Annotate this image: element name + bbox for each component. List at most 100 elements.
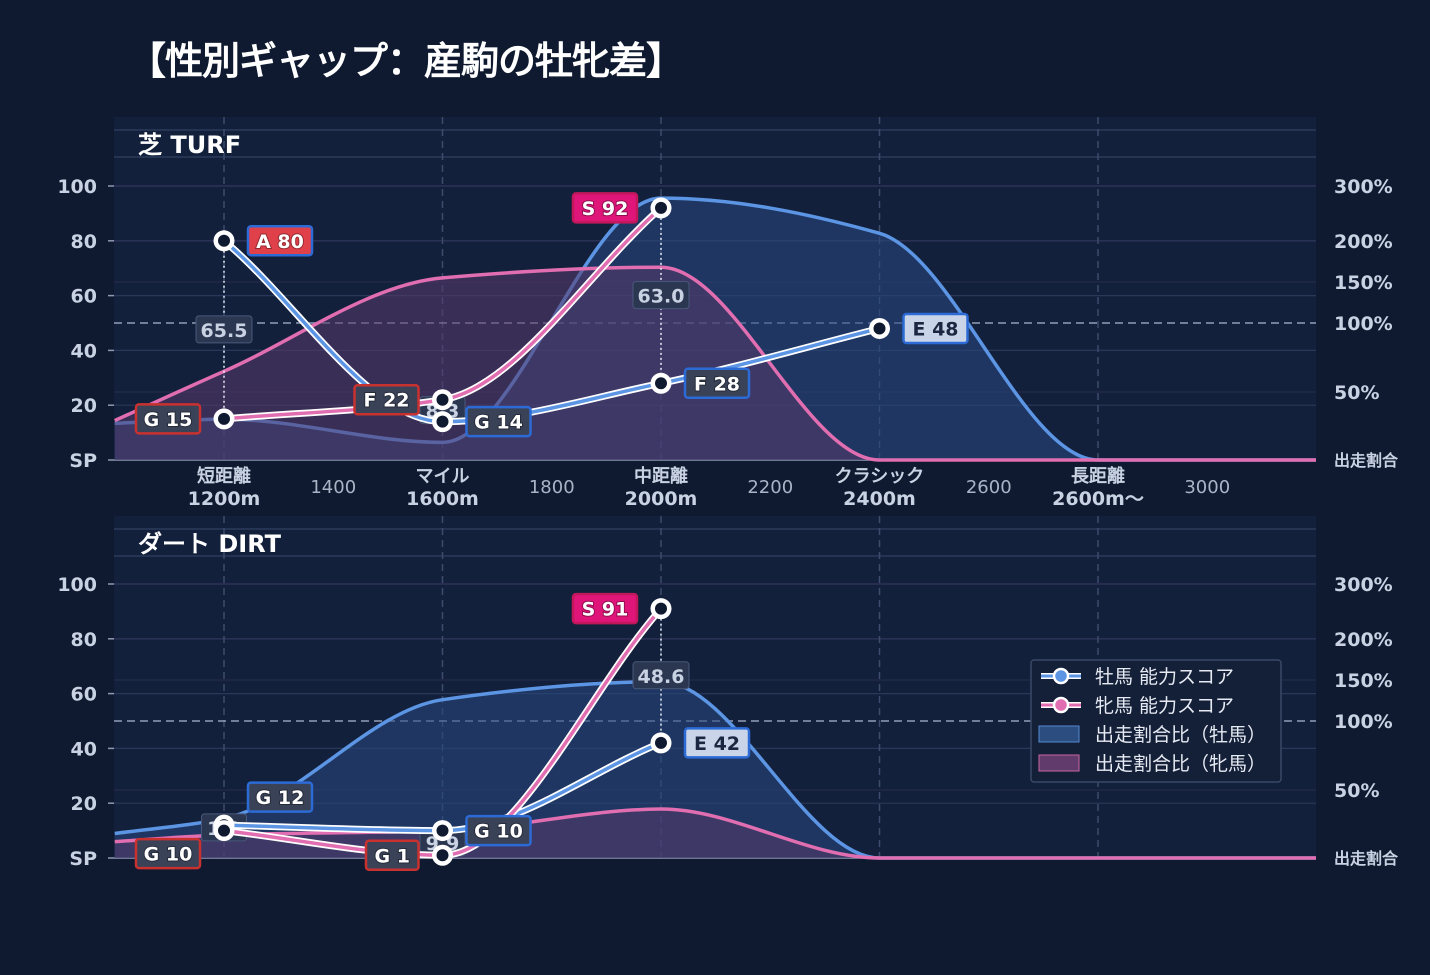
male-share-area <box>114 681 1316 858</box>
x-category-label: 中距離 <box>634 465 688 487</box>
score-badge <box>353 383 420 416</box>
y-tick-label: 60 <box>71 286 97 308</box>
score-badge <box>683 727 751 759</box>
score-badge-label: F 22 <box>363 390 409 412</box>
x-minor-label: 3000 <box>1184 477 1230 498</box>
y2-tick-label: 100% <box>1334 711 1393 733</box>
y-tick-label: 60 <box>71 684 97 706</box>
y2-tick-label: 150% <box>1334 670 1393 692</box>
score-badge-label: G 15 <box>144 409 193 431</box>
y2-tick-label: 150% <box>1334 272 1393 294</box>
female-score-marker-inner <box>436 393 449 406</box>
score-badge <box>902 312 969 345</box>
legend-label: 出走割合比（牝馬） <box>1095 753 1266 775</box>
score-badge <box>246 225 314 257</box>
ratio-label: 63.0 <box>638 286 685 308</box>
x-category-label: 短距離 <box>197 465 251 487</box>
female-score-marker-inner <box>218 412 230 425</box>
x-category-distance: 2600m〜 <box>1052 488 1144 510</box>
score-badge <box>465 405 532 438</box>
ratio-badge <box>632 661 690 690</box>
score-badge <box>364 839 420 872</box>
score-badge-label: G 1 <box>375 845 410 867</box>
y-tick-label: 100 <box>57 176 97 198</box>
y2-tick-label: 200% <box>1334 231 1393 253</box>
legend-box <box>1030 659 1282 783</box>
legend-swatch <box>1038 754 1080 772</box>
male-score-marker-inner <box>436 415 449 428</box>
y2-tick-label: 300% <box>1334 574 1393 596</box>
ratio-label: 48.6 <box>638 666 685 688</box>
score-badge-label: G 14 <box>474 412 523 434</box>
y-tick-label: 20 <box>71 395 97 417</box>
x-category-distance: 2000m <box>625 488 698 510</box>
male-score-line <box>222 239 880 424</box>
score-badge-label: S 92 <box>582 198 629 220</box>
x-category-label: クラシック <box>835 466 925 487</box>
panel-title: ダート DIRT <box>138 530 282 558</box>
x-minor-label: 2600 <box>966 477 1012 498</box>
score-badge-label: E 42 <box>694 733 740 755</box>
x-category-distance: 1200m <box>188 488 261 510</box>
legend-label: 牡馬 能力スコア <box>1095 666 1234 688</box>
score-badge-label: E 48 <box>912 318 958 340</box>
male-score-marker-inner <box>873 322 886 335</box>
score-badge-label: G 12 <box>256 787 305 809</box>
legend-marker <box>1052 667 1070 685</box>
x-minor-label: 1800 <box>529 477 575 498</box>
ratio-badge <box>632 281 690 310</box>
y-tick-label: 20 <box>71 793 97 815</box>
y2-tick-label: 300% <box>1334 176 1393 198</box>
x-minor-label: 1400 <box>310 477 356 498</box>
score-badge <box>246 781 314 813</box>
y-tick-label: SP <box>69 848 97 870</box>
legend-marker <box>1052 696 1070 714</box>
score-badge-label: G 10 <box>144 844 193 866</box>
y-tick-label: 40 <box>71 738 97 760</box>
score-badge <box>571 592 639 625</box>
panel-title: 芝 TURF <box>138 131 241 159</box>
score-badge <box>465 814 532 847</box>
y2-tick-label: 出走割合 <box>1334 451 1399 470</box>
y-tick-label: 80 <box>71 231 97 253</box>
ratio-label: 65.5 <box>201 320 248 342</box>
x-category-label: 長距離 <box>1071 465 1125 487</box>
male-score-marker-inner <box>436 824 449 837</box>
female-score-marker-inner <box>436 849 449 862</box>
score-badge <box>134 403 202 435</box>
y-tick-label: 100 <box>57 574 97 596</box>
y-tick-label: 80 <box>71 629 97 651</box>
legend-label: 出走割合比（牡馬） <box>1095 724 1266 746</box>
turf-panel: 芝 TURF SP 20 40 60 80 100 出走割合 50% 100% 150% 200% 30… <box>57 117 1399 510</box>
female-score-line <box>223 607 663 858</box>
y2-tick-label: 50% <box>1334 780 1379 802</box>
female-share-line <box>114 265 1316 462</box>
score-badge-label: G 10 <box>474 821 523 843</box>
x-category-label: マイル <box>416 466 470 487</box>
male-score-marker-inner <box>655 377 667 390</box>
x-category-distance: 1600m <box>406 488 479 510</box>
female-score-marker-inner <box>655 201 667 214</box>
y-tick-label: 40 <box>71 340 97 362</box>
x-category-distance: 2400m <box>843 488 916 510</box>
legend-swatch <box>1038 725 1080 743</box>
y2-tick-label: 100% <box>1334 313 1393 335</box>
y2-tick-label: 出走割合 <box>1334 849 1399 868</box>
female-score-marker-inner <box>655 602 667 615</box>
score-badge <box>683 367 751 400</box>
y2-tick-label: 200% <box>1334 629 1393 651</box>
male-score-marker-inner <box>655 736 667 749</box>
chart-title: 【性別ギャップ：産駒の牡牝差】 <box>128 39 684 83</box>
female-score-marker-inner <box>218 824 230 837</box>
ratio-badge <box>195 315 253 344</box>
y-tick-label: SP <box>69 450 97 472</box>
score-badge <box>134 837 202 870</box>
x-minor-label: 2200 <box>747 477 793 498</box>
score-badge-label: S 91 <box>582 599 629 621</box>
male-score-marker-inner <box>218 234 230 247</box>
score-badge <box>571 192 639 224</box>
score-badge-label: F 28 <box>694 373 740 395</box>
legend-label: 牝馬 能力スコア <box>1095 695 1234 717</box>
